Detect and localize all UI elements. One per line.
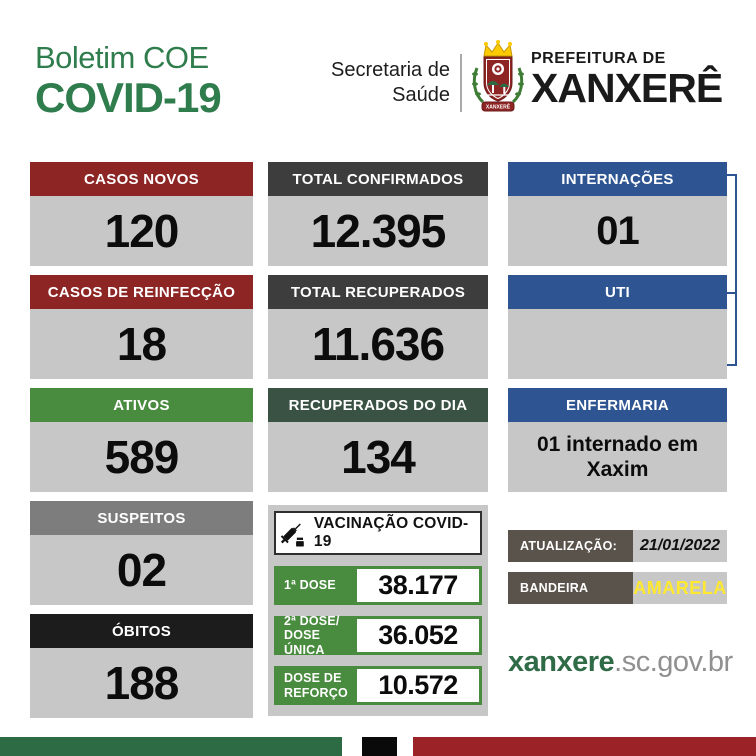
card-uti: UTI: [508, 275, 727, 379]
total-recuperados-header: TOTAL RECUPERADOS: [268, 275, 488, 309]
column-middle: TOTAL CONFIRMADOS 12.395 TOTAL RECUPERAD…: [268, 162, 488, 716]
enfermaria-header: ENFERMARIA: [508, 388, 727, 422]
internacoes-bracket: [727, 174, 737, 366]
vax-row-reforco: DOSE DE REFORÇO 10.572: [274, 666, 482, 705]
vaccination-header: VACINAÇÃO COVID-19: [274, 511, 482, 555]
reforco-label: DOSE DE REFORÇO: [284, 671, 348, 700]
casos-novos-header: CASOS NOVOS: [30, 162, 253, 196]
ativos-value: 589: [104, 431, 180, 483]
vaccination-panel: VACINAÇÃO COVID-19 1ª DOSE 38.177 2ª DOS…: [268, 505, 488, 716]
card-enfermaria: ENFERMARIA 01 internado em Xaxim: [508, 388, 727, 492]
footer-stripe-green: [0, 737, 342, 756]
dose1-value: 38.177: [378, 570, 458, 600]
prefeitura-wordmark: PREFEITURA DE XANXERÊ: [531, 50, 723, 112]
obitos-header: ÓBITOS: [30, 614, 253, 648]
footer-stripe-black: [362, 737, 397, 756]
info-rows: ATUALIZAÇÃO: 21/01/2022 BANDEIRA AMARELA: [508, 530, 727, 604]
dose2-label: 2ª DOSE/ DOSE ÚNICA: [284, 613, 340, 657]
header-divider: [460, 54, 462, 112]
suspeitos-header: SUSPEITOS: [30, 501, 253, 535]
secretaria-saude-label: Secretaria de Saúde: [331, 59, 450, 106]
card-obitos: ÓBITOS 188: [30, 614, 253, 718]
uti-header: UTI: [508, 275, 727, 309]
dose1-label: 1ª DOSE: [284, 578, 336, 593]
casos-reinfeccao-value: 18: [116, 318, 167, 370]
footer-stripe: [0, 737, 756, 756]
suspeitos-value: 02: [116, 544, 167, 596]
card-recuperados-dia: RECUPERADOS DO DIA 134: [268, 388, 488, 492]
website-domain[interactable]: xanxere: [508, 646, 615, 678]
crest-banner-text: XANXERÊ: [486, 103, 511, 111]
internacoes-header: INTERNAÇÕES: [508, 162, 727, 196]
website-link[interactable]: xanxere.sc.gov.br: [508, 646, 733, 679]
card-casos-novos: CASOS NOVOS 120: [30, 162, 253, 266]
card-total-recuperados: TOTAL RECUPERADOS 11.636: [268, 275, 488, 379]
recuperados-dia-header: RECUPERADOS DO DIA: [268, 388, 488, 422]
syringe-icon: [280, 523, 304, 547]
ativos-header: ATIVOS: [30, 388, 253, 422]
bracket-mid-tick: [727, 292, 737, 294]
update-label: ATUALIZAÇÃO:: [508, 530, 633, 562]
card-suspeitos: SUSPEITOS 02: [30, 501, 253, 605]
enfermaria-value: 01 internado em Xaxim: [536, 432, 699, 481]
card-ativos: ATIVOS 589: [30, 388, 253, 492]
vax-row-dose2: 2ª DOSE/ DOSE ÚNICA 36.052: [274, 613, 482, 657]
bulletin-title-line2: COVID-19: [35, 74, 222, 121]
total-confirmados-value: 12.395: [310, 205, 447, 257]
card-internacoes: INTERNAÇÕES 01: [508, 162, 727, 266]
city-name: XANXERÊ: [531, 65, 723, 111]
total-confirmados-header: TOTAL CONFIRMADOS: [268, 162, 488, 196]
flag-label: BANDEIRA: [508, 572, 633, 604]
card-total-confirmados: TOTAL CONFIRMADOS 12.395: [268, 162, 488, 266]
footer-stripe-red: [413, 737, 756, 756]
prefeitura-de-label: PREFEITURA DE: [531, 50, 666, 67]
casos-novos-value: 120: [104, 205, 180, 257]
total-recuperados-value: 11.636: [311, 318, 445, 370]
internacoes-value: 01: [596, 208, 639, 253]
bulletin-title: Boletim COE COVID-19: [35, 40, 222, 122]
bulletin-title-line1: Boletim COE: [35, 40, 209, 75]
card-casos-reinfeccao: CASOS DE REINFECÇÃO 18: [30, 275, 253, 379]
vaccination-title: VACINAÇÃO COVID-19: [313, 515, 469, 550]
obitos-value: 188: [104, 657, 180, 709]
flag-row: BANDEIRA AMARELA: [508, 572, 727, 604]
vax-row-dose1: 1ª DOSE 38.177: [274, 566, 482, 605]
reforco-value: 10.572: [378, 670, 458, 700]
xanxere-crest-logo: XANXERÊ: [472, 40, 524, 112]
casos-reinfeccao-header: CASOS DE REINFECÇÃO: [30, 275, 253, 309]
flag-status: AMARELA: [633, 577, 727, 598]
website-suffix[interactable]: .sc.gov.br: [614, 646, 733, 678]
update-date: 21/01/2022: [639, 537, 721, 554]
dose2-value: 36.052: [378, 620, 458, 650]
update-row: ATUALIZAÇÃO: 21/01/2022: [508, 530, 727, 562]
recuperados-dia-value: 134: [341, 431, 416, 483]
column-left: CASOS NOVOS 120 CASOS DE REINFECÇÃO 18 A…: [30, 162, 253, 727]
column-right: INTERNAÇÕES 01 UTI ENFERMARIA 01 interna…: [508, 162, 733, 679]
